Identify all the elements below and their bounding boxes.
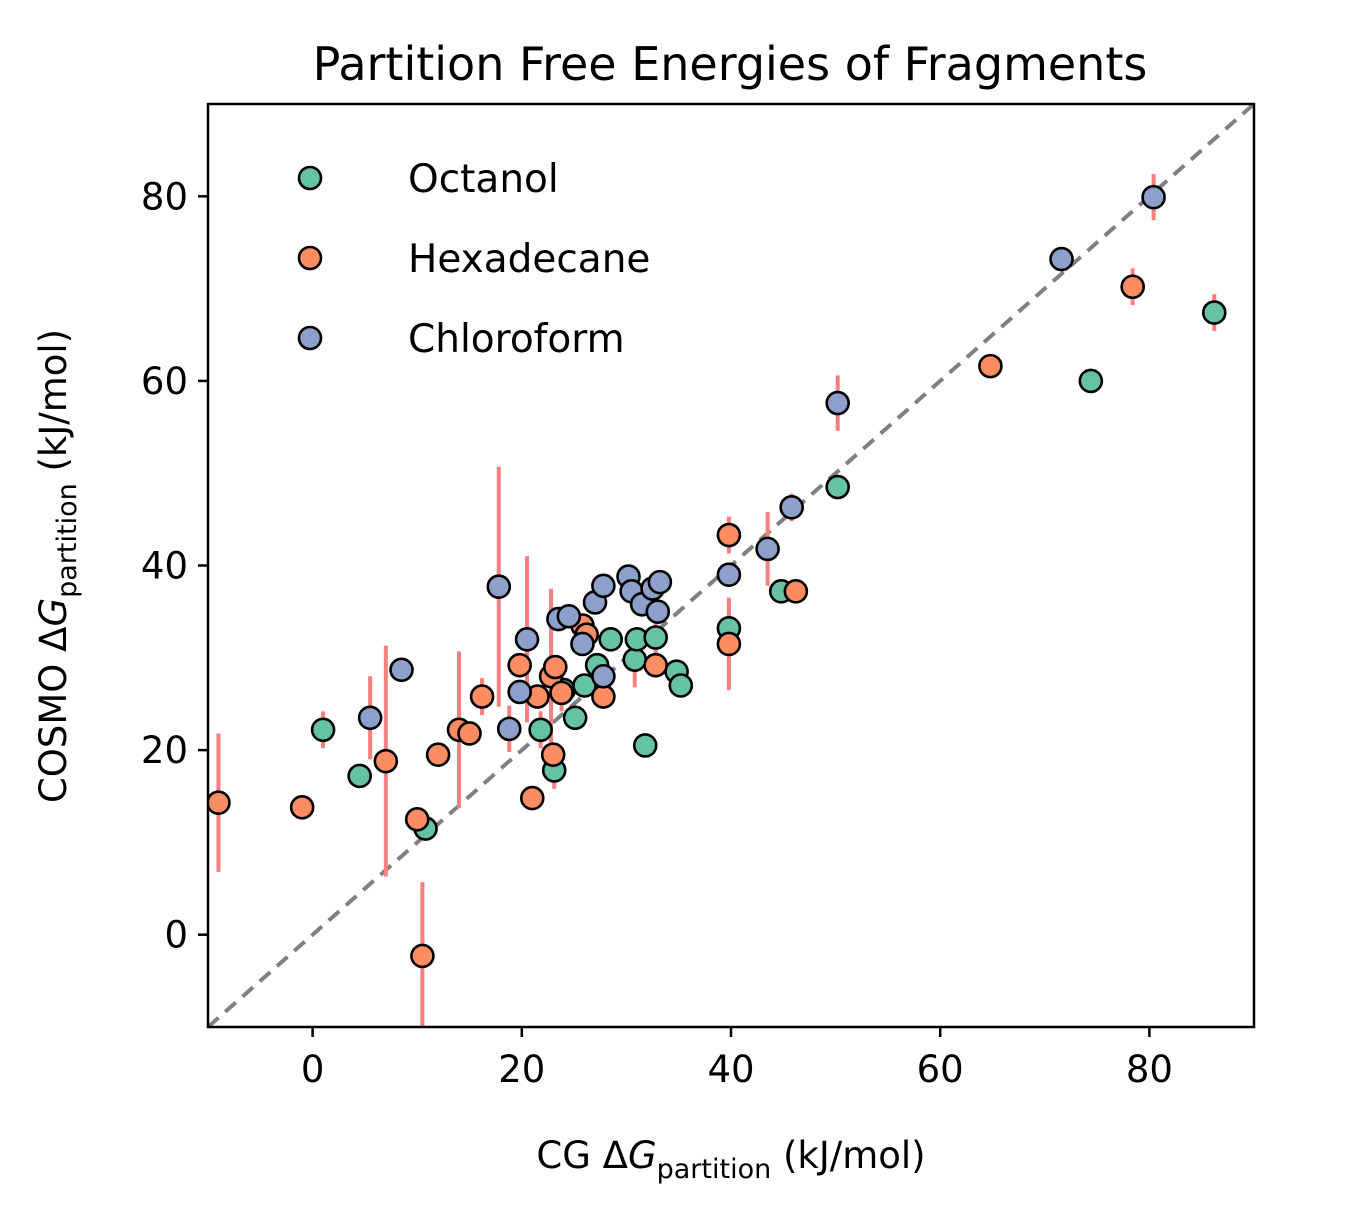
point-hexadecane-20 <box>716 522 742 548</box>
point-hexadecane-19 <box>643 652 668 678</box>
point-chloroform-21 <box>825 390 850 416</box>
point-chloroform-16 <box>645 599 671 624</box>
point-chloroform-23 <box>1141 184 1166 210</box>
y-tick-label: 40 <box>141 545 188 588</box>
point-chloroform-3 <box>496 716 522 742</box>
point-chloroform-18 <box>716 562 742 588</box>
y-tick-label: 80 <box>141 175 188 218</box>
point-chloroform-19 <box>755 536 780 562</box>
point-octanol-10 <box>622 647 648 672</box>
point-hexadecane-24 <box>1120 274 1145 300</box>
point-chloroform-17 <box>647 569 673 595</box>
legend-label-chloroform: Chloroform <box>408 317 625 362</box>
point-hexadecane-4 <box>410 943 435 969</box>
x-axis-label-var: G <box>628 1134 657 1177</box>
point-hexadecane-14 <box>542 654 568 680</box>
point-hexadecane-3 <box>404 807 430 832</box>
legend-label-octanol: Octanol <box>408 157 559 202</box>
point-chloroform-8 <box>570 631 595 657</box>
point-hexadecane-7 <box>457 721 482 746</box>
point-hexadecane-15 <box>549 680 574 706</box>
point-chloroform-10 <box>591 573 616 599</box>
y-axis-label-prefix: COSMO Δ <box>32 627 75 804</box>
point-octanol-6 <box>562 705 588 731</box>
x-axis-label-suffix: (kJ/mol) <box>771 1134 925 1177</box>
point-hexadecane-0 <box>208 790 231 816</box>
x-axis-label-sub: partition <box>657 1154 772 1185</box>
x-axis-label: CG ΔGpartition (kJ/mol) <box>536 1134 925 1185</box>
point-octanol-15 <box>668 673 694 698</box>
y-tick-label: 60 <box>141 360 188 403</box>
point-hexadecane-13 <box>540 742 566 768</box>
point-hexadecane-21 <box>716 631 742 657</box>
y-axis-label-var: G <box>32 598 75 627</box>
point-chloroform-22 <box>1049 246 1074 272</box>
y-tick-label: 20 <box>141 729 188 772</box>
point-octanol-18 <box>825 474 850 500</box>
point-octanol-13 <box>643 625 668 650</box>
y-axis-label: COSMO ΔGpartition (kJ/mol) <box>32 329 83 803</box>
point-octanol-12 <box>632 733 658 758</box>
point-hexadecane-18 <box>591 684 616 709</box>
point-chloroform-0 <box>357 705 383 731</box>
point-chloroform-5 <box>514 627 540 652</box>
x-tick-label: 0 <box>301 1048 325 1091</box>
point-hexadecane-22 <box>783 579 809 604</box>
y-tick-label: 0 <box>164 914 188 957</box>
legend-marker-octanol <box>297 165 323 191</box>
point-hexadecane-10 <box>519 785 545 811</box>
point-octanol-3 <box>528 717 553 743</box>
y-axis-label-sub: partition <box>52 483 83 598</box>
legend-marker-hexadecane <box>297 245 323 271</box>
point-hexadecane-9 <box>507 652 533 678</box>
point-octanol-1 <box>347 763 372 789</box>
point-chloroform-20 <box>779 495 804 520</box>
point-chloroform-11 <box>591 663 616 689</box>
legend: Octanol Hexadecane Chloroform <box>297 157 650 362</box>
x-tick-label: 80 <box>1126 1048 1173 1091</box>
plot-marks <box>208 104 1254 1027</box>
point-hexadecane-2 <box>373 748 399 774</box>
point-octanol-9 <box>598 627 624 652</box>
x-tick-label: 40 <box>707 1048 754 1091</box>
legend-label-hexadecane: Hexadecane <box>408 237 650 282</box>
point-chloroform-4 <box>507 679 533 705</box>
point-hexadecane-8 <box>469 684 495 709</box>
y-axis-label-suffix: (kJ/mol) <box>32 329 75 483</box>
point-chloroform-7 <box>556 603 582 629</box>
x-axis-label-prefix: CG Δ <box>536 1134 628 1177</box>
point-chloroform-2 <box>486 574 512 600</box>
point-hexadecane-1 <box>289 795 315 820</box>
axis-ticks: 0 20 40 60 80 0 20 40 60 80 <box>141 175 1173 1091</box>
point-octanol-0 <box>310 717 336 743</box>
point-octanol-20 <box>1201 300 1227 325</box>
chart-title: Partition Free Energies of Fragments <box>313 37 1148 91</box>
x-tick-label: 60 <box>917 1048 964 1091</box>
point-hexadecane-23 <box>978 353 1003 379</box>
x-tick-label: 20 <box>498 1048 545 1091</box>
point-octanol-19 <box>1078 368 1104 394</box>
plot-area <box>206 102 1256 1029</box>
point-hexadecane-5 <box>425 742 451 768</box>
point-chloroform-1 <box>389 657 414 683</box>
legend-marker-chloroform <box>297 325 323 351</box>
